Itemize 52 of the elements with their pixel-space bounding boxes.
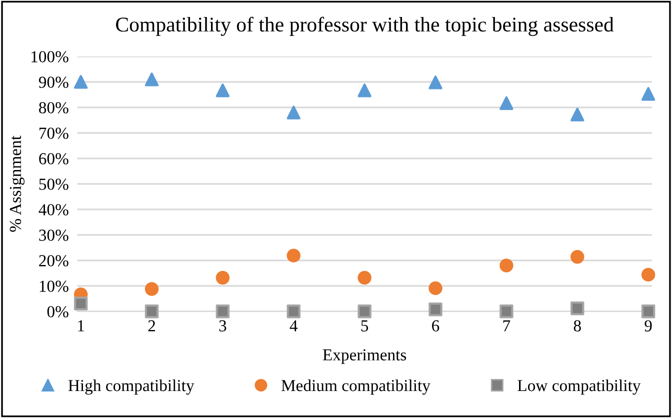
chart-title: Compatibility of the professor with the topic being assessed <box>116 16 614 36</box>
point <box>286 106 300 120</box>
point <box>286 248 300 262</box>
point <box>570 250 584 264</box>
y-tick-label: 30% <box>39 230 68 241</box>
x-tick-label: 7 <box>503 320 510 332</box>
point <box>641 304 656 318</box>
legend-label: Low compatibility <box>518 379 641 395</box>
point <box>144 72 159 86</box>
point <box>144 282 159 296</box>
x-tick-label: 8 <box>574 320 581 332</box>
x-tick-label: 6 <box>432 320 440 332</box>
point <box>570 301 584 316</box>
point <box>500 96 514 110</box>
point <box>428 281 442 296</box>
point <box>216 304 230 318</box>
point <box>216 83 230 98</box>
legend-label: Medium compatibility <box>281 379 430 395</box>
x-tick-label: 5 <box>361 320 368 332</box>
point <box>74 296 88 310</box>
point <box>358 83 372 98</box>
point <box>500 258 514 272</box>
y-tick-label: 20% <box>39 255 68 266</box>
x-axis-title: Experiments <box>322 349 406 364</box>
y-tick-label: 40% <box>38 204 68 216</box>
point <box>74 75 88 89</box>
y-tick-label: 10% <box>40 280 68 292</box>
point <box>428 76 442 90</box>
point <box>500 304 514 318</box>
point <box>144 304 159 318</box>
y-tick-label: 70% <box>39 128 68 139</box>
x-tick-label: 9 <box>644 320 652 332</box>
point <box>570 108 584 122</box>
legend-label: High compatibility <box>68 379 194 395</box>
y-tick-label: 100% <box>32 51 68 62</box>
y-axis-title: % Assignment <box>10 136 25 232</box>
y-tick-label: 60% <box>39 153 68 164</box>
x-tick-label: 3 <box>219 320 226 332</box>
y-tick-label: 80% <box>39 102 68 114</box>
point <box>358 270 372 285</box>
point <box>641 87 656 101</box>
x-tick-label: 1 <box>78 320 84 332</box>
y-tick-label: 90% <box>38 76 68 88</box>
point <box>428 302 442 316</box>
y-tick-label: 50% <box>39 178 68 190</box>
point <box>216 270 230 285</box>
x-tick-label: 4 <box>290 320 298 332</box>
point <box>286 304 300 318</box>
y-tick-label: 0% <box>47 306 68 318</box>
x-tick-label: 2 <box>148 320 156 332</box>
point <box>358 304 372 318</box>
point <box>641 268 656 282</box>
